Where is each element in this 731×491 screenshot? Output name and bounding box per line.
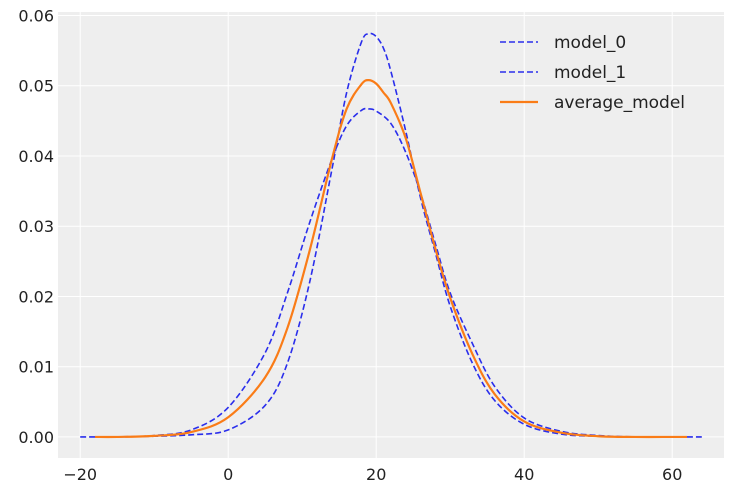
y-axis-ticks: 0.00 0.01 0.02 0.03 0.04 0.05 0.06 [18,7,54,447]
series-line-average-model [94,79,687,439]
legend-label-model-1: model_1 [554,63,626,83]
series-layer [80,32,702,439]
gridlines [58,12,724,458]
x-tick-label: −20 [63,465,97,484]
legend-label-model-0: model_0 [554,33,626,53]
y-tick-label: 0.04 [18,147,54,166]
y-tick-label: 0.01 [18,358,54,377]
y-tick-label: 0.02 [18,287,54,306]
x-tick-label: 40 [514,465,534,484]
plot-background [58,12,724,458]
y-tick-label: 0.00 [18,428,54,447]
y-tick-label: 0.03 [18,217,54,236]
y-tick-label: 0.05 [18,77,54,96]
legend-label-average-model: average_model [554,93,685,113]
x-tick-label: 20 [366,465,386,484]
x-tick-label: 0 [223,465,233,484]
legend: model_0 model_1 average_model [500,33,685,113]
series-line-model-1 [94,107,687,438]
x-tick-label: 60 [662,465,682,484]
y-tick-label: 0.06 [18,7,54,26]
series-line-model-0 [80,32,702,438]
x-axis-ticks: −20 0 20 40 60 [63,465,682,484]
